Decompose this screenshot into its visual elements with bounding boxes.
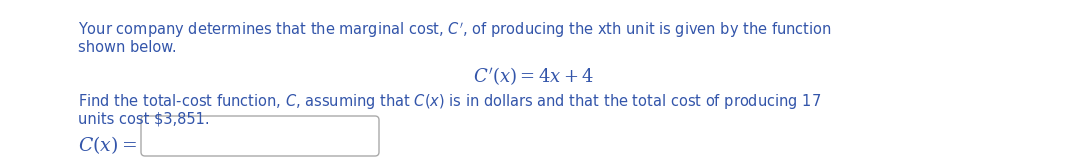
Text: $C'(x) = 4x + 4$: $C'(x) = 4x + 4$ bbox=[474, 65, 594, 87]
FancyBboxPatch shape bbox=[141, 116, 379, 156]
Text: Your company determines that the marginal cost, $C'$, of producing the xth unit : Your company determines that the margina… bbox=[78, 20, 832, 40]
Text: $C(x) =$: $C(x) =$ bbox=[78, 134, 137, 156]
Text: units cost $3,851.: units cost $3,851. bbox=[78, 112, 210, 127]
Text: Find the total-cost function, $C$, assuming that $C(x)$ is in dollars and that t: Find the total-cost function, $C$, assum… bbox=[78, 92, 821, 111]
Text: shown below.: shown below. bbox=[78, 40, 176, 55]
